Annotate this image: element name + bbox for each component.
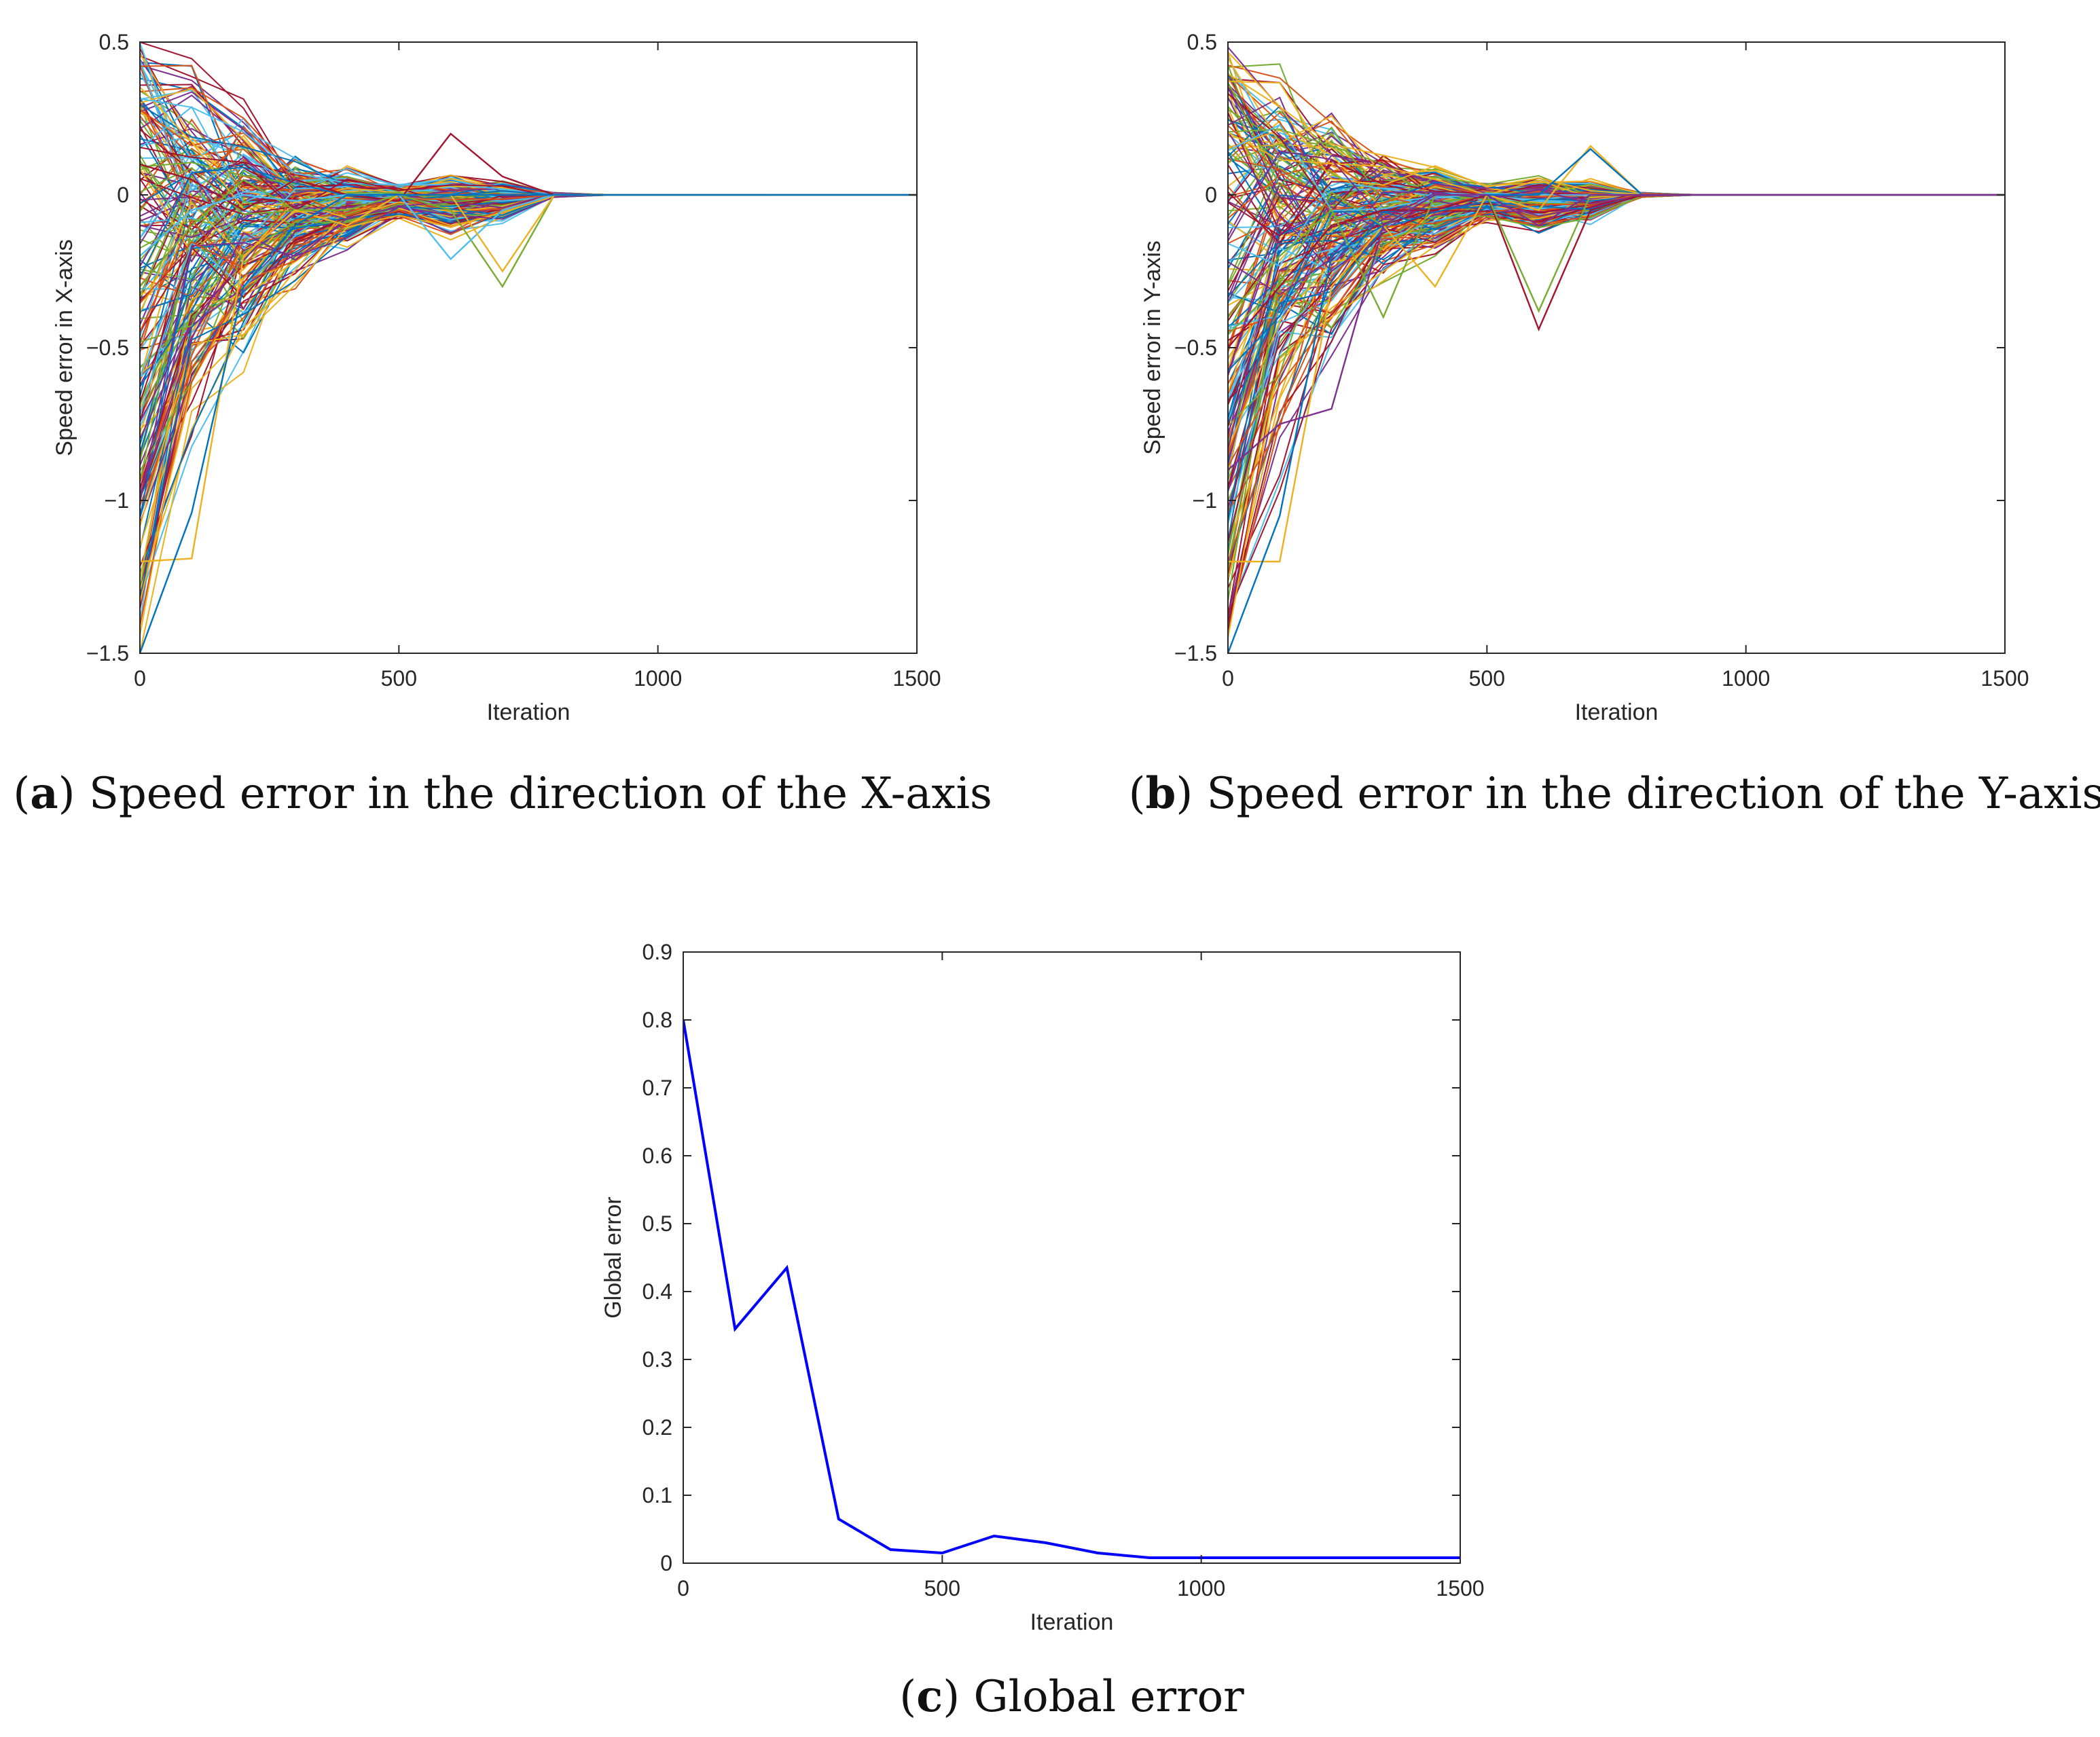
x-tick-label: 500 [1469, 666, 1505, 691]
series-line-136 [140, 194, 917, 466]
y-tick-label: 0.6 [642, 1144, 672, 1168]
series-line-176 [140, 65, 917, 196]
panel-caption: (c) Global error [899, 1671, 1244, 1722]
series-line-84 [1228, 73, 2005, 196]
y-tick-label: 0 [117, 183, 129, 207]
axes-frame [139, 41, 918, 654]
caption-text: Global error [974, 1672, 1245, 1722]
caption-text: Speed error in the direction of the X-ax… [89, 769, 992, 819]
x-tick-label: 1000 [1722, 666, 1770, 691]
y-tick-label: 0.8 [642, 1008, 672, 1032]
series-highlight-low2 [1228, 194, 2005, 471]
axes-frame [1227, 41, 2006, 654]
panel-c-global-error: 0 500 1000 1500 0 0.1 0.2 0.3 0.4 0.5 0.6 0.7 0.8 0.9… [600, 940, 1485, 1722]
y-tick-label: −1 [1193, 488, 1217, 513]
series-line-155 [140, 194, 917, 483]
panel-b-speed-error-y: 0 500 1000 1500 0.5 0 −0.5 −1 −1.5 Iteration Speed… [1129, 30, 2100, 819]
y-axis-label: Speed error in X-axis [52, 239, 77, 456]
plot-area [1228, 46, 2005, 653]
series-line-34 [1228, 72, 2005, 196]
y-tick-label: 0 [660, 1551, 672, 1575]
plot-area [683, 1019, 1460, 1559]
y-tick-label: −1.5 [86, 641, 129, 665]
y-tick-label: 0.5 [642, 1211, 672, 1236]
series-highlight-low2 [140, 194, 917, 653]
caption-letter: a [30, 768, 58, 819]
y-tick-label: 0 [1205, 183, 1217, 207]
y-tick-label: 0.7 [642, 1076, 672, 1100]
x-tick-label: 500 [924, 1576, 960, 1601]
caption-letter: c [916, 1671, 943, 1722]
y-tick-label: 0.2 [642, 1415, 672, 1440]
y-tick-label: −1 [105, 488, 129, 513]
series-line-26 [140, 194, 917, 623]
plot-area [140, 42, 917, 653]
panel-caption: (a) Speed error in the direction of the … [13, 768, 992, 819]
x-tick-label: 0 [1222, 666, 1234, 691]
y-tick-label: −0.5 [86, 335, 129, 360]
series-line-168 [140, 194, 917, 388]
x-tick-label: 1500 [1980, 666, 2029, 691]
series-line-154 [140, 194, 917, 574]
y-tick-label: 0.1 [642, 1483, 672, 1507]
y-tick-label: 0.9 [642, 940, 672, 964]
y-tick-label: 0.5 [1187, 30, 1217, 54]
x-axis-label: Iteration [1575, 699, 1659, 725]
series-line-0 [683, 1019, 1460, 1559]
x-tick-label: 500 [381, 666, 417, 691]
series-line-179 [1228, 81, 2005, 204]
x-tick-label: 1000 [634, 666, 682, 691]
series-line-19 [1228, 73, 2005, 197]
series-line-184 [1228, 73, 2005, 196]
x-axis-label: Iteration [487, 699, 571, 725]
axes-frame [683, 951, 1461, 1564]
y-tick-label: 0.5 [99, 30, 129, 54]
y-tick-label: 0.3 [642, 1347, 672, 1372]
y-tick-label: 0.4 [642, 1279, 672, 1304]
y-axis-label: Speed error in Y-axis [1140, 240, 1165, 455]
caption-letter: b [1146, 768, 1176, 819]
panel-caption: (b) Speed error in the direction of the … [1129, 768, 2100, 819]
x-tick-label: 1000 [1177, 1576, 1225, 1601]
series-line-64 [1228, 74, 2005, 196]
x-tick-label: 0 [677, 1576, 689, 1601]
x-tick-label: 1500 [1436, 1576, 1484, 1601]
x-tick-label: 0 [134, 666, 146, 691]
caption-text: Speed error in the direction of the Y-ax… [1207, 769, 2100, 819]
x-tick-label: 1500 [892, 666, 941, 691]
y-tick-label: −0.5 [1174, 335, 1217, 360]
y-axis-label: Global error [600, 1196, 626, 1319]
x-axis-label: Iteration [1030, 1609, 1114, 1635]
y-tick-label: −1.5 [1174, 641, 1217, 665]
panel-a-speed-error-x: 0 500 1000 1500 0.5 0 −0.5 −1 −1.5 Iteration Speed… [13, 30, 992, 819]
series-line-24 [140, 194, 917, 386]
